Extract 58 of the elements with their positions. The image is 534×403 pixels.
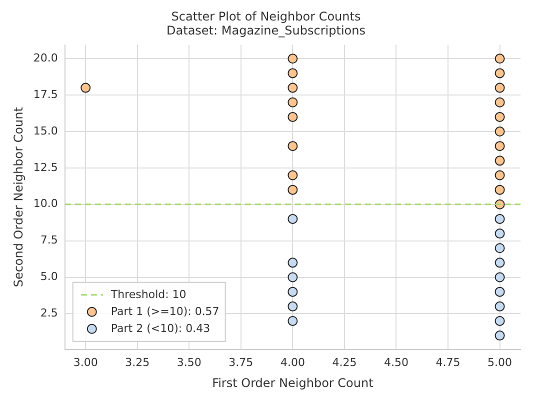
point xyxy=(494,258,505,268)
y-tick-label: 20.0 xyxy=(33,52,58,65)
chart-title: Scatter Plot of Neighbor Counts xyxy=(171,9,361,24)
y-tick-label: 2.5 xyxy=(40,306,58,320)
point xyxy=(494,141,505,152)
point xyxy=(288,112,298,122)
point xyxy=(494,228,505,239)
point xyxy=(288,54,298,64)
point xyxy=(494,97,505,108)
point xyxy=(494,286,505,297)
x-tick-label: 4.50 xyxy=(384,356,408,369)
point xyxy=(494,272,505,282)
chart-subtitle: Dataset: Magazine_Subscriptions xyxy=(166,24,366,38)
x-tick-label: 4.25 xyxy=(332,356,357,369)
point xyxy=(288,97,298,108)
point xyxy=(494,214,505,224)
point xyxy=(288,258,298,268)
point xyxy=(288,68,298,78)
x-tick-label: 3.00 xyxy=(73,356,98,369)
point xyxy=(494,243,505,254)
point xyxy=(288,316,298,326)
point xyxy=(288,214,298,224)
point xyxy=(288,272,298,282)
point xyxy=(494,330,505,341)
x-tick-label: 4.00 xyxy=(280,356,305,369)
point xyxy=(288,301,298,312)
point xyxy=(80,82,91,93)
point xyxy=(288,141,298,152)
point xyxy=(494,126,505,137)
point xyxy=(288,184,298,195)
x-tick-label: 4.75 xyxy=(436,356,460,369)
y-tick-label: 12.5 xyxy=(33,160,58,174)
y-tick-label: 15.0 xyxy=(33,124,58,138)
point xyxy=(288,82,298,93)
point xyxy=(494,82,505,93)
point xyxy=(494,112,505,122)
point xyxy=(494,301,505,312)
x-axis-title: First Order Neighbor Count xyxy=(212,376,374,390)
y-axis-title: Second Order Neighbor Count xyxy=(11,106,26,288)
point xyxy=(494,316,505,326)
y-tick-label: 5.0 xyxy=(40,270,58,284)
y-tick-label: 17.5 xyxy=(33,88,58,101)
y-tick-label: 7.5 xyxy=(40,234,58,247)
point xyxy=(288,286,298,297)
legend-label: Part 2 (<10): 0.43 xyxy=(110,322,210,335)
y-tick-label: 10.0 xyxy=(33,197,58,210)
point xyxy=(494,156,505,166)
point xyxy=(494,184,505,195)
x-tick-label: 5.00 xyxy=(488,356,512,369)
point xyxy=(288,170,298,180)
point xyxy=(494,54,505,64)
legend-label: Part 1 (>=10): 0.57 xyxy=(110,304,220,318)
x-tick-label: 3.75 xyxy=(228,356,254,369)
x-tick-label: 3.25 xyxy=(125,356,150,369)
legend-label: Threshold: 10 xyxy=(110,288,186,301)
x-tick-label: 3.50 xyxy=(176,356,202,369)
point xyxy=(494,68,505,78)
point xyxy=(494,170,505,180)
